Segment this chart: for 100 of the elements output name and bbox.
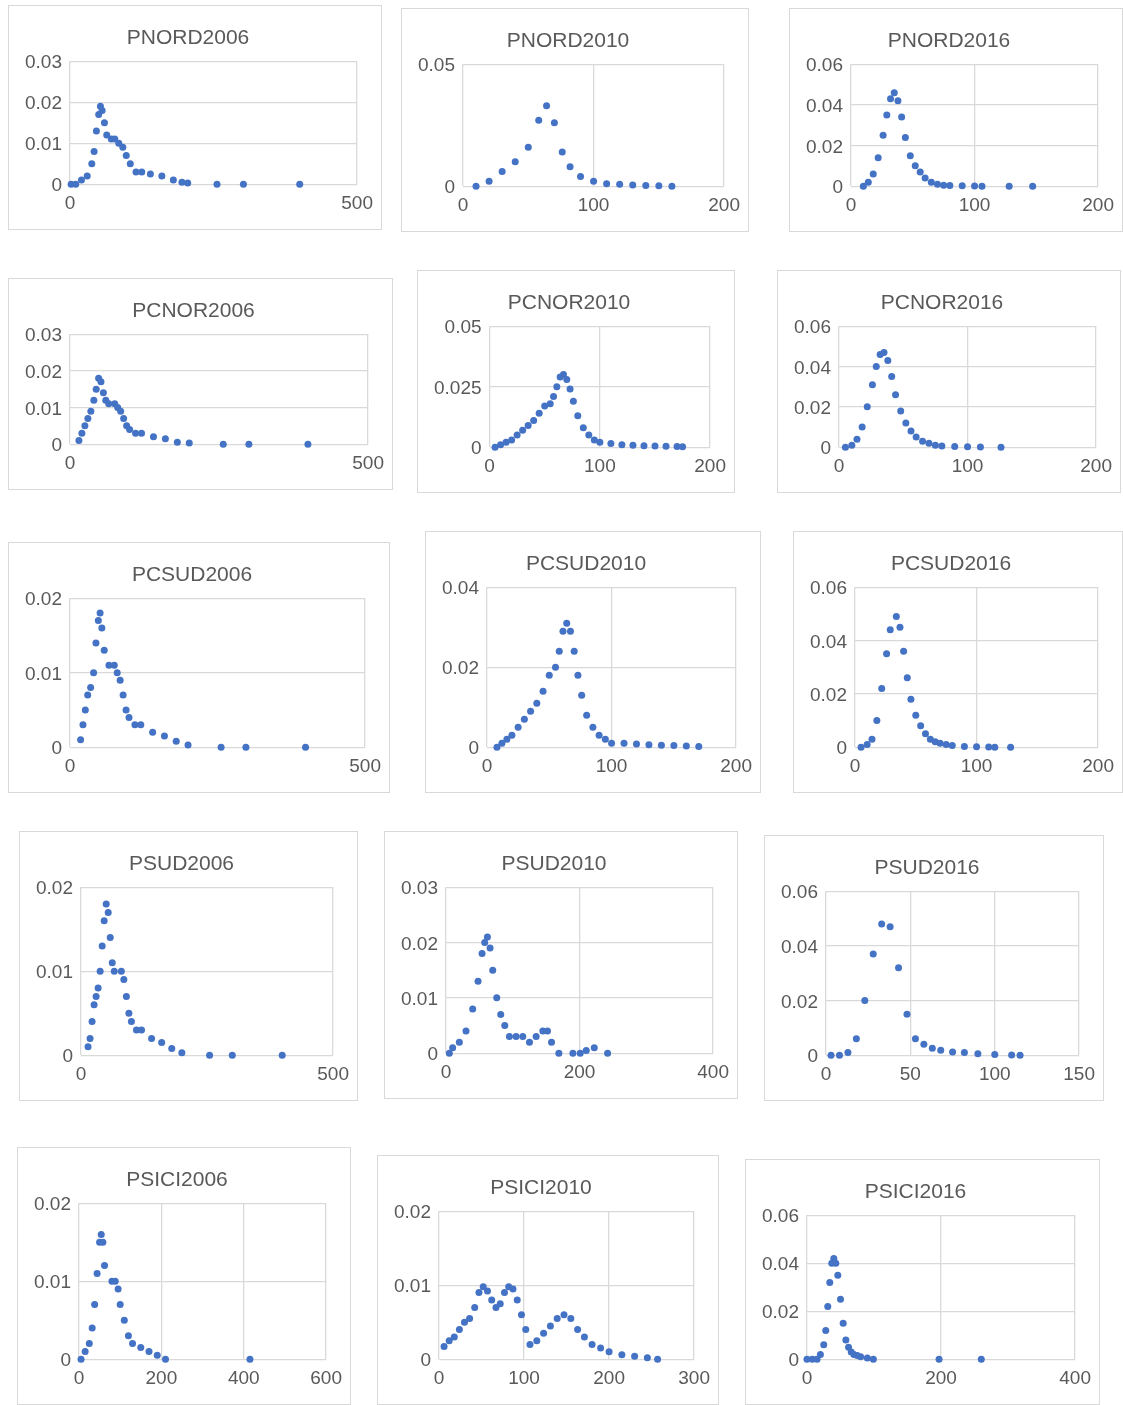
point <box>472 182 480 190</box>
point <box>949 1048 957 1056</box>
point <box>98 106 106 114</box>
y-tick-label: 0.01 <box>25 133 62 155</box>
point <box>508 436 516 444</box>
y-tick-label: 0.04 <box>762 1253 800 1275</box>
point <box>632 740 640 748</box>
point <box>857 1353 865 1361</box>
point <box>607 440 615 448</box>
point <box>558 148 566 156</box>
y-tick-label: 0 <box>51 174 62 196</box>
point <box>570 647 578 655</box>
chart-title: PNORD2016 <box>887 28 1011 52</box>
point <box>97 1230 105 1238</box>
point <box>101 1262 109 1270</box>
point <box>679 443 687 451</box>
point <box>99 389 107 397</box>
point <box>228 1051 236 1059</box>
y-tick-label: 0.04 <box>781 936 819 958</box>
point <box>125 713 133 721</box>
point <box>822 1326 830 1334</box>
point <box>960 1048 968 1056</box>
point <box>618 441 626 449</box>
point <box>566 163 574 171</box>
point <box>449 1044 457 1052</box>
point <box>246 1355 254 1363</box>
y-tick-label: 0.02 <box>401 932 438 954</box>
point <box>519 1033 527 1041</box>
point <box>839 1319 847 1327</box>
point <box>137 1344 145 1351</box>
point <box>898 113 906 121</box>
point <box>595 731 603 739</box>
point <box>907 695 915 703</box>
point <box>1008 1051 1016 1059</box>
point <box>1029 182 1037 190</box>
y-tick-label: 0.06 <box>794 316 831 338</box>
y-tick-label: 0 <box>51 737 62 759</box>
point <box>566 627 574 635</box>
point <box>92 992 100 1000</box>
point <box>96 967 104 975</box>
point <box>91 1301 99 1309</box>
point <box>942 741 950 749</box>
point <box>832 1259 840 1267</box>
y-tick-label: 0.01 <box>25 397 62 419</box>
point <box>553 1315 561 1322</box>
x-tick-label: 100 <box>960 754 993 776</box>
chart-title: PCSUD2006 <box>131 562 253 586</box>
y-tick-label: 0.06 <box>806 54 843 76</box>
point <box>173 438 181 446</box>
point <box>493 743 501 751</box>
y-tick-label: 0.02 <box>781 990 818 1012</box>
x-tick-label: 200 <box>708 193 740 215</box>
point <box>278 1051 286 1059</box>
point <box>158 172 166 180</box>
point <box>471 1303 479 1311</box>
point <box>682 742 690 750</box>
point <box>524 143 532 151</box>
point <box>98 942 106 950</box>
point <box>857 743 865 751</box>
point <box>852 1035 860 1043</box>
y-tick-label: 0.02 <box>25 588 62 610</box>
point <box>555 647 563 655</box>
chart-title: PSUD2010 <box>501 851 607 875</box>
y-tick-label: 0 <box>468 737 479 759</box>
point <box>546 1322 554 1330</box>
point <box>555 1049 563 1057</box>
point <box>83 172 91 180</box>
x-tick-label: 400 <box>1059 1366 1091 1388</box>
point <box>245 440 253 448</box>
point <box>563 375 571 383</box>
x-tick-label: 100 <box>978 1062 1011 1084</box>
point <box>958 182 966 190</box>
point <box>138 429 146 437</box>
point <box>160 732 168 740</box>
point <box>92 385 100 393</box>
point <box>991 743 999 751</box>
point <box>113 669 121 677</box>
point <box>302 743 310 751</box>
x-tick-label: 500 <box>317 1062 349 1084</box>
y-tick-label: 0.03 <box>401 877 438 899</box>
point <box>92 639 100 647</box>
point <box>873 717 881 725</box>
point <box>75 437 83 445</box>
y-tick-label: 0.05 <box>444 316 482 338</box>
point <box>508 731 516 739</box>
point <box>848 441 856 449</box>
y-tick-label: 0.04 <box>806 95 844 117</box>
point <box>544 1027 551 1035</box>
point <box>951 443 959 451</box>
point <box>971 182 979 190</box>
point <box>543 102 551 110</box>
point <box>550 392 558 400</box>
point <box>896 623 904 631</box>
point <box>946 182 954 190</box>
point <box>903 1010 911 1018</box>
point <box>964 443 972 451</box>
y-tick-label: 0 <box>470 437 482 459</box>
point <box>579 424 587 432</box>
point <box>550 119 558 127</box>
point <box>662 442 670 450</box>
